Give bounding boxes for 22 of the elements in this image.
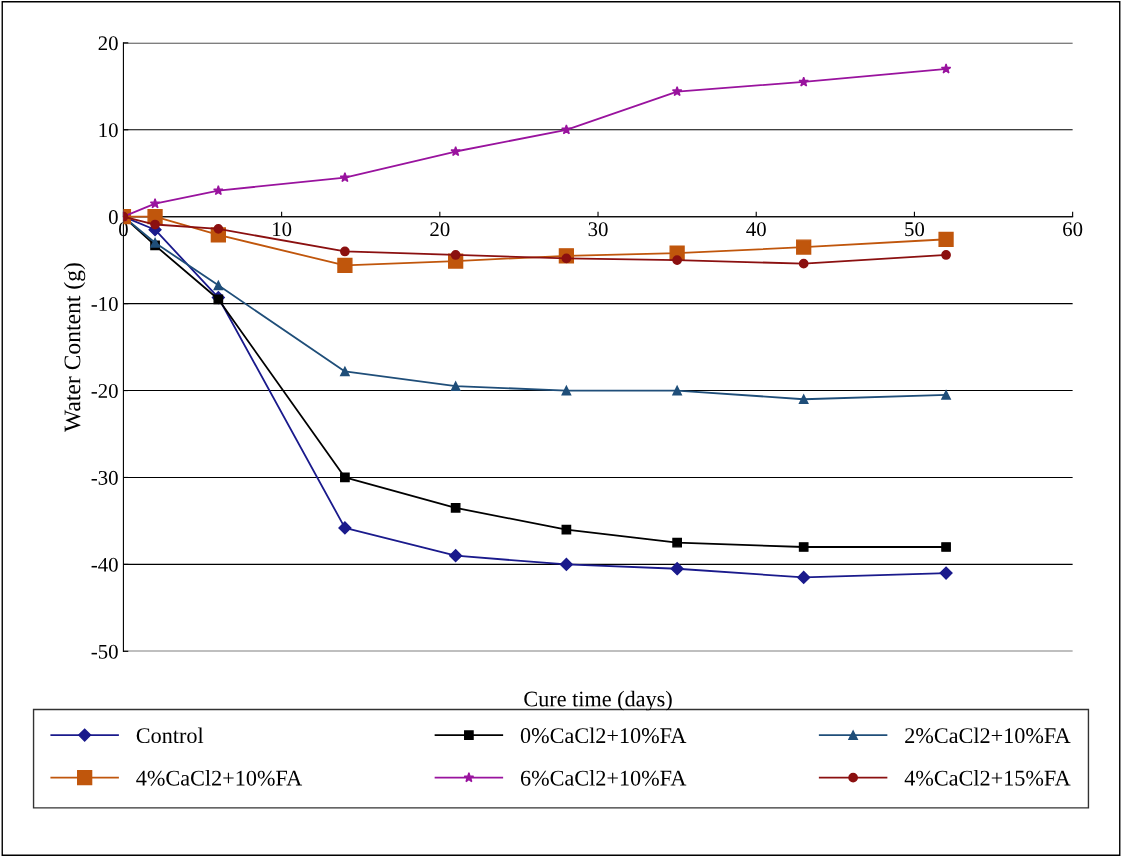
- y-tick-label: -20: [91, 383, 118, 398]
- legend-label: 2%CaCl2+10%FA: [905, 727, 1071, 744]
- x-tick-label: 60: [1063, 222, 1083, 237]
- legend-label: 4%CaCl2+15%FA: [904, 769, 1071, 786]
- legend-label: 6%CaCl2+10%FA: [520, 769, 687, 786]
- x-tick-label: 40: [746, 222, 766, 237]
- y-tick-label: -40: [91, 557, 118, 572]
- y-tick-label: 20: [98, 36, 118, 51]
- legend-label: 0%CaCl2+10%FA: [520, 727, 687, 744]
- legend-label: 4%CaCl2+10%FA: [136, 769, 303, 786]
- x-tick-label: 30: [588, 222, 608, 237]
- x-tick-label: 10: [273, 222, 292, 237]
- x-tick-label: 50: [905, 222, 925, 237]
- y-tick-label: 10: [99, 123, 118, 138]
- y-axis-title: Water Content (g): [63, 263, 86, 432]
- y-tick-label: -30: [91, 470, 118, 485]
- y-tick-label: -10: [91, 297, 118, 312]
- x-tick-label: 20: [430, 222, 450, 237]
- y-tick-label: -50: [91, 644, 118, 659]
- y-tick-label: 0: [108, 210, 118, 225]
- x-axis-title: Cure time (days): [524, 690, 672, 712]
- legend-label: Control: [136, 727, 204, 744]
